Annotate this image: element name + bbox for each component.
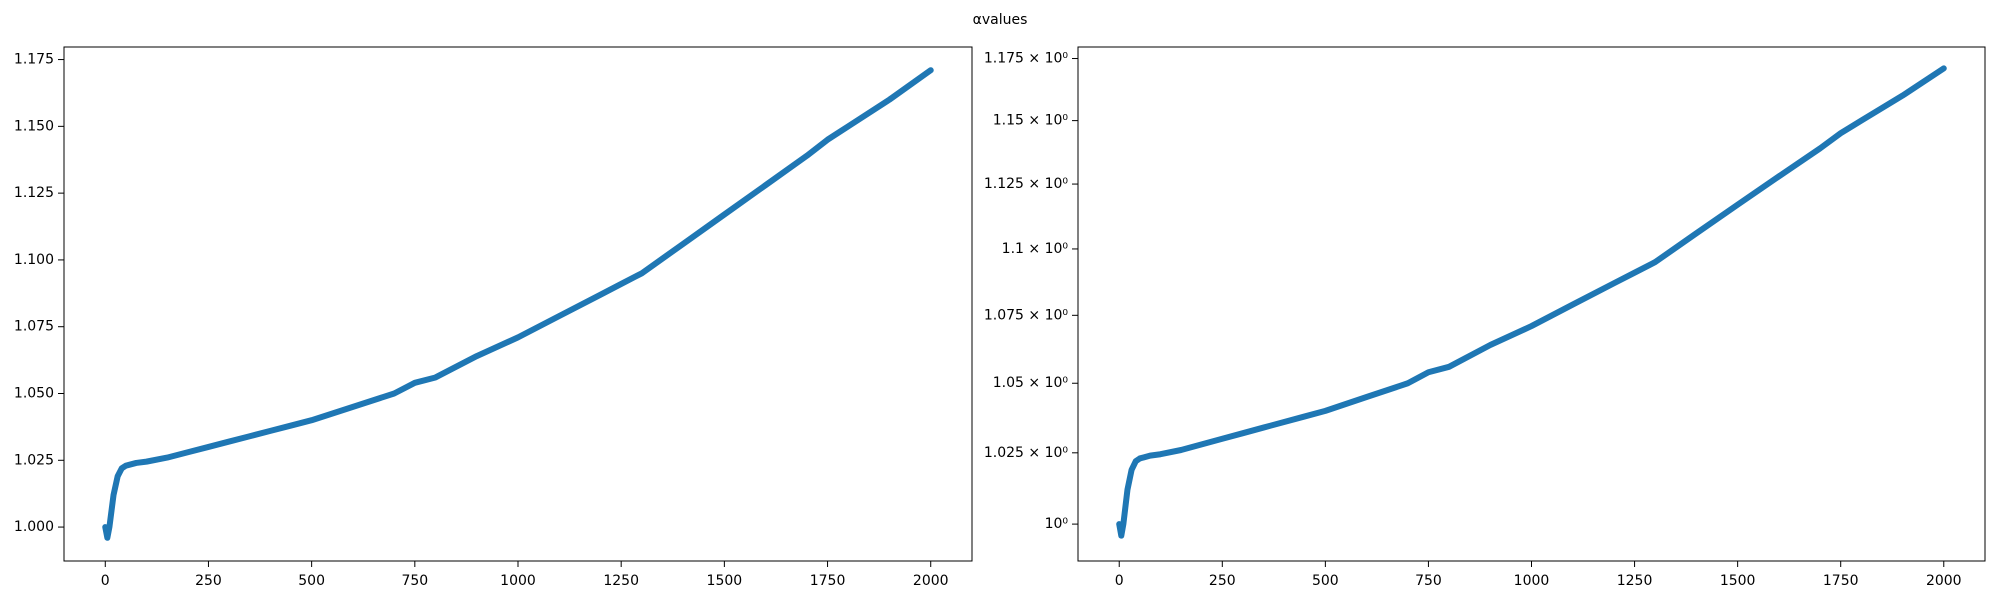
y-tick-label: 1.05 × 10⁰ — [993, 375, 1069, 391]
y-tick-label: 1.125 × 10⁰ — [984, 176, 1069, 192]
x-tick-label: 2000 — [1926, 573, 1962, 589]
y-tick-label: 1.175 — [14, 52, 54, 68]
data-line — [102, 67, 934, 541]
y-tick-label: 1.075 × 10⁰ — [984, 307, 1069, 323]
y-tick-label: 1.150 — [14, 118, 54, 134]
axes-frame — [1077, 46, 1986, 562]
x-tick-label: 500 — [298, 573, 325, 589]
x-tick-label: 0 — [1115, 573, 1124, 589]
x-tick-label: 250 — [195, 573, 222, 589]
x-tick-label: 250 — [1209, 573, 1236, 589]
axes-frame — [63, 46, 973, 562]
y-tick-label: 1.025 — [14, 452, 54, 468]
x-tick-label: 1000 — [1514, 573, 1550, 589]
x-tick-label: 2000 — [913, 573, 949, 589]
x-tick-label: 1750 — [1823, 573, 1859, 589]
x-tick-label: 1500 — [707, 573, 743, 589]
x-tick-label: 750 — [1415, 573, 1442, 589]
y-tick-label: 1.025 × 10⁰ — [984, 445, 1069, 461]
y-tick-label: 1.100 — [14, 252, 54, 268]
x-tick-label: 0 — [101, 573, 110, 589]
y-tick-label: 1.125 — [14, 185, 54, 201]
x-tick-label: 500 — [1312, 573, 1339, 589]
y-tick-label: 1.000 — [14, 519, 54, 535]
x-tick-label: 1000 — [500, 573, 536, 589]
y-tick-label: 1.175 × 10⁰ — [984, 51, 1069, 67]
figure-title: αvalues — [973, 12, 1028, 28]
x-tick-label: 1750 — [810, 573, 846, 589]
y-tick-label: 1.1 × 10⁰ — [1002, 241, 1069, 257]
y-tick-label: 1.050 — [14, 385, 54, 401]
x-tick-label: 1500 — [1720, 573, 1756, 589]
x-tick-label: 1250 — [603, 573, 639, 589]
y-tick-label: 1.075 — [14, 319, 54, 335]
y-tick-label: 10⁰ — [1045, 516, 1069, 532]
y-tick-label: 1.15 × 10⁰ — [993, 113, 1069, 129]
data-line — [1116, 65, 1947, 539]
x-tick-label: 750 — [401, 573, 428, 589]
x-tick-label: 1250 — [1617, 573, 1653, 589]
